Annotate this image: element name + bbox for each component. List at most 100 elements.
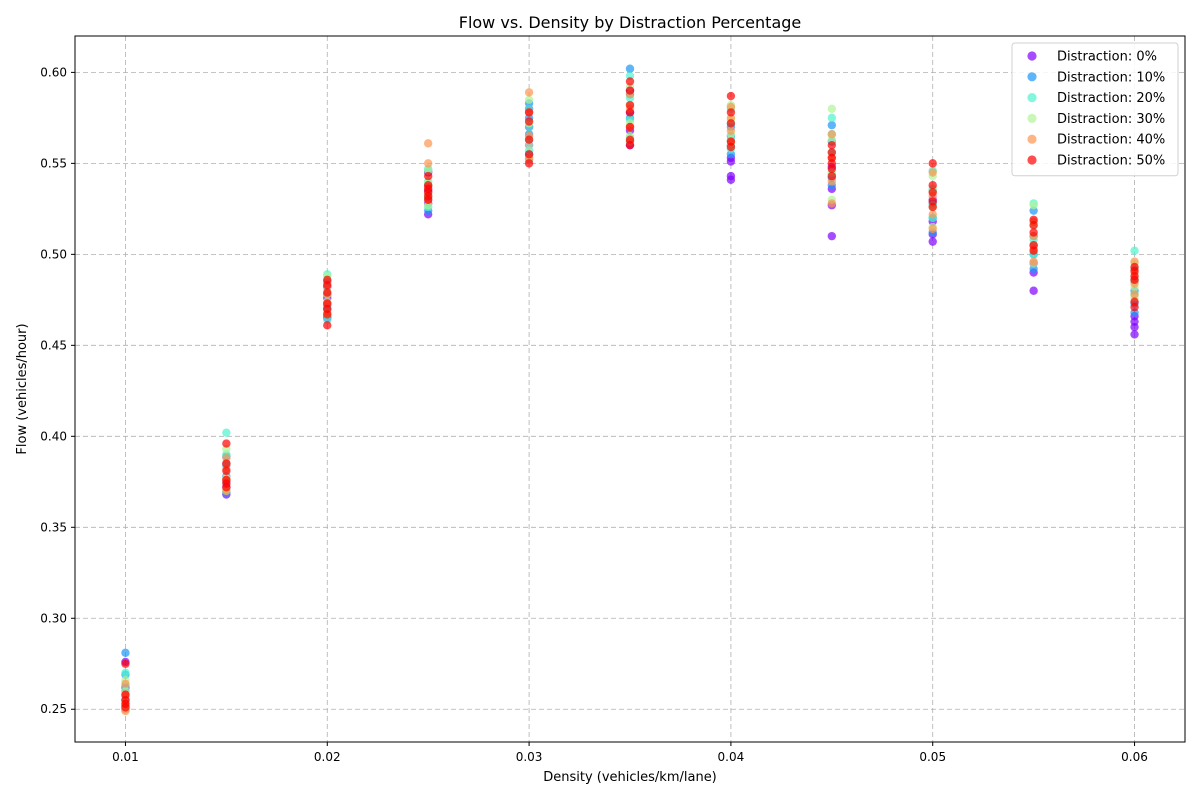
data-point [423,139,433,148]
data-point [222,475,231,485]
data-point [1029,228,1038,237]
legend-box [1011,42,1179,177]
data-point [827,113,837,123]
data-point [323,321,332,330]
data-point [928,188,937,197]
legend-label: Distraction: 40% [1057,133,1165,148]
data-point [1029,241,1038,250]
data-point [1029,215,1038,224]
data-point [726,171,736,181]
x-tick-label: 0.05 [919,750,946,764]
data-point [625,135,635,144]
data-point [423,159,433,168]
grid-lines [75,36,1185,742]
data-point [928,159,937,168]
data-point [827,171,837,181]
data-point [625,108,635,117]
data-point [121,659,130,668]
data-point [323,288,332,297]
y-tick-label: 0.30 [40,611,67,625]
data-point [1029,201,1038,210]
data-point [827,120,837,130]
data-point [423,171,433,181]
data-point [625,64,635,73]
y-tick-label: 0.60 [40,65,67,79]
data-point [726,137,736,146]
data-point [827,231,837,241]
data-point [222,459,231,468]
data-point [827,130,837,139]
data-points [121,64,1139,716]
data-point [625,86,635,95]
legend-label: Distraction: 10% [1057,70,1165,85]
legend-label: Distraction: 50% [1057,154,1165,169]
data-point [121,690,130,699]
data-point [1130,297,1139,306]
x-axis-label: Density (vehicles/km/lane) [543,770,717,785]
data-point [928,181,937,190]
data-point [524,117,534,126]
data-point [222,439,231,448]
data-point [524,150,534,159]
data-point [928,224,937,234]
data-point [625,122,635,132]
data-point [625,77,635,86]
data-point [827,104,837,113]
y-tick-label: 0.45 [40,338,67,352]
y-tick-label: 0.55 [40,156,67,170]
data-point [524,159,534,168]
data-point [625,100,635,110]
legend-label: Distraction: 30% [1057,112,1165,127]
data-point [928,197,937,206]
x-tick-label: 0.03 [516,750,543,764]
chart-title: Flow vs. Density by Distraction Percenta… [459,13,802,32]
x-tick-label: 0.02 [314,750,341,764]
data-point [726,108,736,117]
legend-label: Distraction: 20% [1057,91,1165,106]
y-tick-label: 0.35 [40,520,67,534]
legend-marker [1027,134,1037,144]
x-tick-label: 0.01 [112,750,139,764]
data-point [1130,330,1139,339]
legend-marker [1027,93,1037,103]
data-point [928,168,937,177]
data-point [726,91,736,101]
plot-area-frame [74,35,1186,743]
legend-marker [1027,72,1037,82]
y-axis-label: Flow (vehicles/hour) [15,323,30,454]
data-point [423,181,433,190]
data-point [827,140,837,150]
axis-ticks: 0.01 0.02 0.03 0.04 0.05 0.06 0.25 0.30 0.35 0.40… [40,65,1148,764]
data-point [222,466,231,476]
data-point [827,148,837,157]
data-point [524,88,534,97]
data-point [928,237,937,246]
data-point [524,135,534,144]
data-point [1130,290,1139,299]
y-tick-label: 0.40 [40,429,67,443]
y-tick-label: 0.25 [40,702,67,716]
data-point [1130,262,1139,272]
data-point [524,95,534,104]
data-point [1029,286,1038,295]
data-point [726,126,736,135]
data-point [524,108,534,117]
data-point [121,679,130,688]
data-point [827,199,837,208]
x-tick-label: 0.04 [718,750,745,764]
data-point [726,119,736,128]
y-tick-label: 0.50 [40,247,67,261]
x-tick-label: 0.06 [1121,750,1148,764]
legend-marker [1027,113,1037,123]
data-point [1029,257,1038,266]
data-point [323,299,332,308]
data-point [323,275,332,285]
legend: Distraction: 0% Distraction: 10% Distracti… [1011,42,1179,177]
data-point [1130,246,1139,255]
data-point [121,668,130,678]
legend-marker [1027,155,1037,165]
legend-label: Distraction: 0% [1057,50,1157,65]
legend-marker [1027,51,1037,61]
